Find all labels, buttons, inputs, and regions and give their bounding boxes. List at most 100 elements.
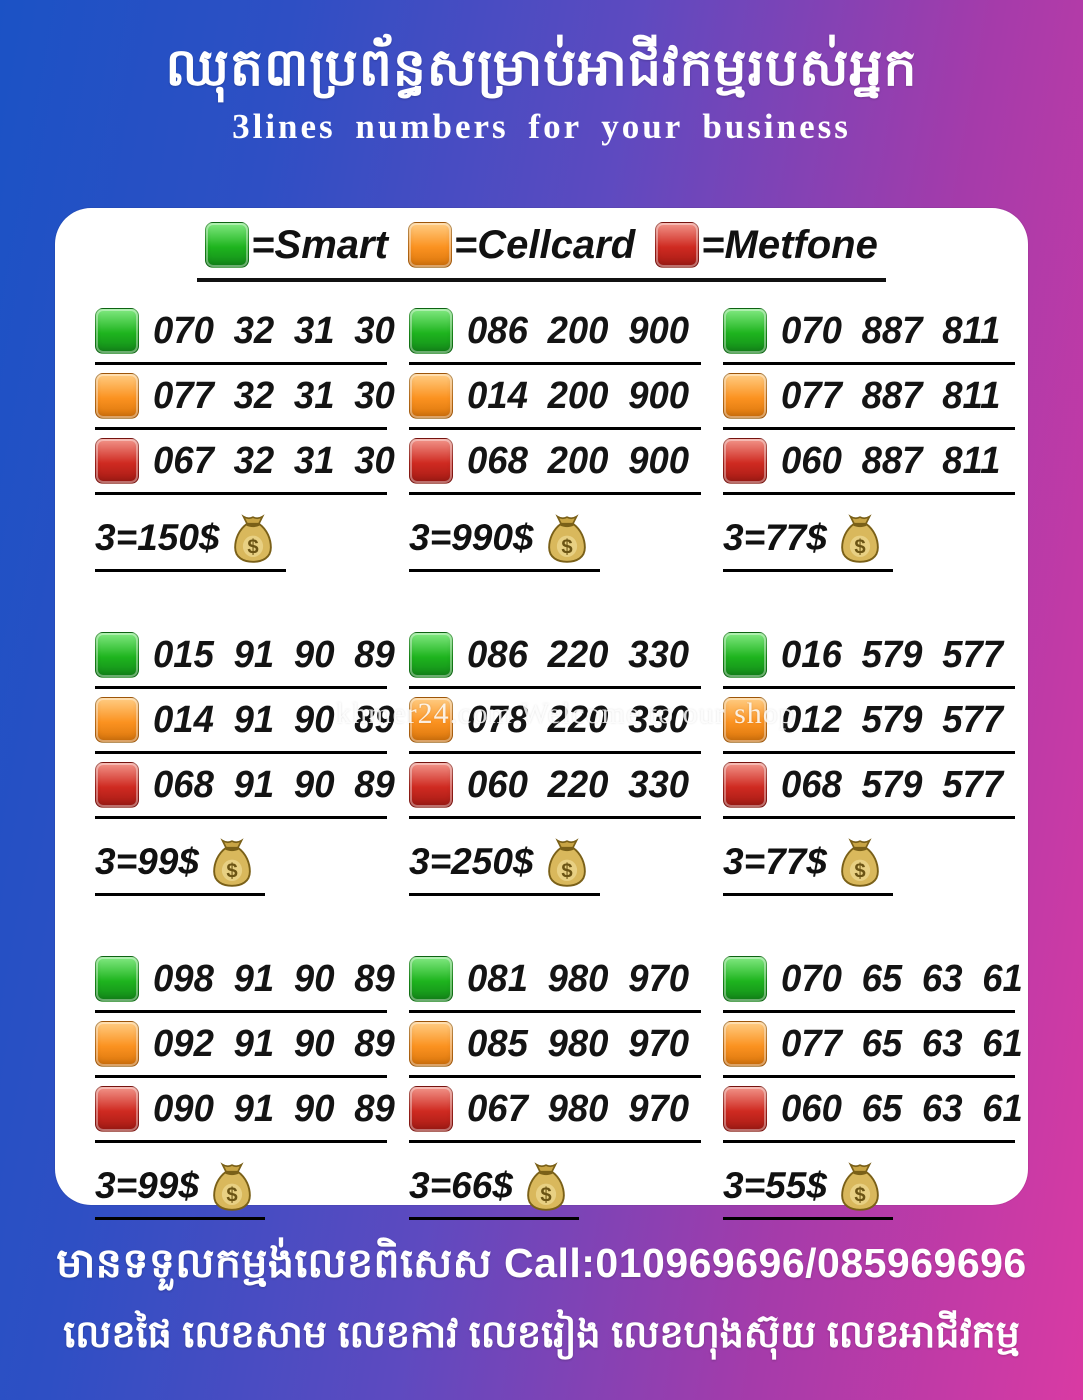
phone-number: 085 980 970 (467, 1022, 690, 1065)
phone-number-row: 067 980 970 (409, 1086, 701, 1143)
svg-text:$: $ (854, 1184, 865, 1206)
carrier-color-chip (95, 956, 139, 1002)
legend-wrap: =Smart =Cellcard =Metfone (55, 208, 1028, 282)
page-title-khmer: ឈុត៣ប្រព័ន្ធសម្រាប់អាជីវកម្មរបស់អ្នក (165, 40, 918, 97)
phone-number: 068 91 90 89 (153, 763, 395, 806)
svg-text:$: $ (226, 860, 237, 882)
phone-number-row: 070 65 63 61 (723, 956, 1023, 1013)
footer: មានទទួលកម្មង់លេខពិសេស Call:010969696/085… (0, 1238, 1083, 1366)
phone-number: 070 887 811 (781, 309, 1001, 352)
carrier-color-chip (723, 438, 767, 484)
carrier-color-chip (723, 762, 767, 808)
svg-text:$: $ (854, 536, 865, 558)
phone-number: 067 980 970 (467, 1087, 690, 1130)
legend-label: =Cellcard (453, 222, 636, 267)
phone-number-row: 070 32 31 30 (95, 308, 395, 365)
svg-text:$: $ (854, 860, 865, 882)
phone-number-row: 014 200 900 (409, 373, 701, 430)
carrier-color-chip (409, 956, 453, 1002)
svg-text:$: $ (247, 536, 258, 558)
phone-number-row: 068 91 90 89 (95, 762, 395, 819)
phone-number: 086 200 900 (467, 309, 690, 352)
phone-number-row: 060 65 63 61 (723, 1086, 1023, 1143)
carrier-color-chip (409, 1021, 453, 1067)
package-price: 3=250$ (409, 841, 534, 882)
package-price: 3=77$ (723, 841, 827, 882)
carrier-color-chip (95, 632, 139, 678)
number-package-cell: 016 579 577 012 579 577 068 579 577 3=77… (723, 632, 1015, 896)
phone-number-row: 077 65 63 61 (723, 1021, 1023, 1078)
phone-number-row: 085 980 970 (409, 1021, 701, 1078)
phone-number: 060 887 811 (781, 439, 1001, 482)
package-price-row: 3=77$ $ (723, 513, 893, 572)
carrier-color-chip (407, 222, 452, 268)
phone-number: 077 65 63 61 (781, 1022, 1023, 1065)
package-price-row: 3=250$ $ (409, 837, 600, 896)
package-price: 3=150$ (95, 517, 220, 558)
phone-number-row: 077 887 811 (723, 373, 1015, 430)
phone-number: 078 220 330 (467, 698, 690, 741)
phone-number-rows: 098 91 90 89 092 91 90 89 090 91 90 89 (95, 956, 395, 1143)
package-price: 3=99$ (95, 841, 199, 882)
carrier-color-chip (95, 1086, 139, 1132)
svg-text:$: $ (226, 1184, 237, 1206)
phone-number-row: 086 220 330 (409, 632, 701, 689)
package-price-row: 3=990$ $ (409, 513, 600, 572)
svg-text:$: $ (540, 1184, 551, 1206)
carrier-color-chip (205, 222, 250, 268)
phone-number-row: 015 91 90 89 (95, 632, 395, 689)
package-price-row: 3=66$ $ (409, 1161, 579, 1220)
phone-number: 090 91 90 89 (153, 1087, 395, 1130)
footer-contact-line: មានទទួលកម្មង់លេខពិសេស Call:010969696/085… (56, 1240, 1027, 1286)
carrier-color-chip (723, 308, 767, 354)
money-bag-icon: $ (213, 1162, 251, 1211)
carrier-color-chip (723, 632, 767, 678)
money-bag-icon: $ (527, 1162, 565, 1211)
legend-item: =Smart (205, 222, 388, 268)
phone-number: 081 980 970 (467, 957, 690, 1000)
legend-label: =Metfone (701, 222, 878, 267)
phone-number-row: 086 200 900 (409, 308, 701, 365)
number-package-cell: 081 980 970 085 980 970 067 980 970 3=66… (409, 956, 701, 1220)
money-bag-icon: $ (547, 514, 586, 563)
number-package-cell: 086 200 900 014 200 900 068 200 900 3=99… (409, 308, 701, 572)
carrier-color-chip (655, 222, 700, 268)
phone-number: 068 579 577 (781, 763, 1004, 806)
package-price: 3=99$ (95, 1165, 199, 1206)
package-price-row: 3=55$ $ (723, 1161, 893, 1220)
phone-number-row: 077 32 31 30 (95, 373, 395, 430)
carrier-color-chip (723, 1086, 767, 1132)
package-price-row: 3=99$ $ (95, 1161, 265, 1220)
svg-text:$: $ (561, 536, 572, 558)
number-package-cell: 070 65 63 61 077 65 63 61 060 65 63 61 3… (723, 956, 1023, 1220)
number-package-cell: 015 91 90 89 014 91 90 89 068 91 90 89 3… (95, 632, 395, 896)
phone-number-rows: 086 200 900 014 200 900 068 200 900 (409, 308, 701, 495)
phone-number-rows: 015 91 90 89 014 91 90 89 068 91 90 89 (95, 632, 395, 819)
carrier-color-chip (723, 697, 767, 743)
carrier-color-chip (95, 697, 139, 743)
carrier-color-chip (95, 1021, 139, 1067)
package-price: 3=77$ (723, 517, 827, 558)
phone-number: 012 579 577 (781, 698, 1004, 741)
package-price-row: 3=150$ $ (95, 513, 286, 572)
phone-number-rows: 086 220 330 078 220 330 060 220 330 (409, 632, 701, 819)
legend: =Smart =Cellcard =Metfone (197, 222, 886, 282)
phone-number: 077 887 811 (781, 374, 1001, 417)
phone-number-row: 070 887 811 (723, 308, 1015, 365)
watermark: khmer24.com Welcome to our shop (336, 697, 795, 730)
packages-grid: 070 32 31 30 077 32 31 30 067 32 31 30 3… (95, 308, 1023, 1220)
page-title-latin: 3lines numbers for your business (232, 107, 851, 146)
phone-number-rows: 070 65 63 61 077 65 63 61 060 65 63 61 (723, 956, 1023, 1143)
number-package-cell: 086 220 330 078 220 330 060 220 330 3=25… (409, 632, 701, 896)
phone-number: 016 579 577 (781, 633, 1004, 676)
carrier-color-chip (409, 308, 453, 354)
package-price-row: 3=99$ $ (95, 837, 265, 896)
package-price: 3=55$ (723, 1165, 827, 1206)
number-package-cell: 070 887 811 077 887 811 060 887 811 3=77… (723, 308, 1015, 572)
money-bag-icon: $ (841, 1162, 879, 1211)
content-card: =Smart =Cellcard =Metfone 070 32 31 30 0… (55, 208, 1028, 1220)
phone-number-rows: 016 579 577 012 579 577 068 579 577 (723, 632, 1015, 819)
phone-number: 068 200 900 (467, 439, 690, 482)
phone-number: 092 91 90 89 (153, 1022, 395, 1065)
